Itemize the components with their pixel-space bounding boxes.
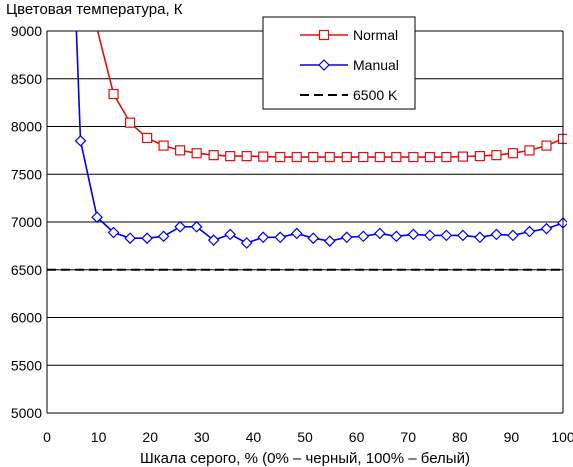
data-point bbox=[340, 231, 353, 244]
data-point bbox=[240, 237, 253, 249]
legend-label: Manual bbox=[353, 57, 399, 73]
data-point bbox=[158, 140, 169, 151]
data-point bbox=[324, 151, 335, 163]
data-point bbox=[440, 229, 453, 242]
legend-label: Normal bbox=[353, 27, 398, 43]
data-point bbox=[141, 232, 153, 245]
chart-title: Цветовая температура, К bbox=[6, 1, 183, 18]
x-tick-label: 10 bbox=[91, 429, 107, 445]
data-point bbox=[174, 220, 186, 233]
data-point bbox=[391, 151, 402, 163]
data-point bbox=[441, 151, 452, 163]
data-point bbox=[258, 151, 269, 162]
data-point bbox=[207, 234, 220, 246]
data-point bbox=[142, 132, 153, 144]
y-tick-label: 7000 bbox=[11, 214, 42, 230]
data-point bbox=[191, 148, 202, 159]
data-point bbox=[407, 228, 420, 241]
data-point bbox=[124, 232, 136, 245]
data-point bbox=[107, 226, 120, 239]
x-tick-label: 70 bbox=[400, 429, 416, 445]
data-point bbox=[358, 151, 369, 163]
data-point bbox=[490, 228, 503, 241]
y-tick-label: 7500 bbox=[11, 166, 42, 182]
data-point bbox=[318, 29, 330, 41]
data-point bbox=[241, 151, 252, 162]
series-group bbox=[47, 31, 567, 271]
data-point bbox=[124, 117, 136, 128]
data-point bbox=[208, 150, 219, 161]
data-point bbox=[408, 151, 419, 163]
data-point bbox=[323, 235, 336, 247]
legend-entry: Normal bbox=[300, 27, 398, 43]
series-1 bbox=[74, 31, 567, 249]
y-tick-label: 8000 bbox=[11, 119, 42, 135]
data-point bbox=[307, 232, 320, 245]
y-tick-label: 6000 bbox=[11, 310, 42, 326]
legend: Normal Manual 6500 K bbox=[262, 16, 416, 110]
legend-entry: 6500 K bbox=[300, 87, 398, 103]
data-point bbox=[190, 220, 203, 233]
data-point bbox=[274, 231, 287, 244]
data-point bbox=[357, 230, 370, 243]
data-point bbox=[523, 225, 536, 238]
data-point bbox=[341, 151, 352, 163]
y-tick-label: 5500 bbox=[11, 357, 42, 373]
data-point bbox=[457, 229, 469, 242]
y-tick-labels: 9000 8500 8000 7500 7000 6500 6000 5500 5000 bbox=[11, 23, 42, 421]
data-point bbox=[524, 145, 535, 156]
x-tick-label: 20 bbox=[142, 429, 158, 445]
data-point bbox=[373, 227, 386, 240]
data-point bbox=[175, 145, 186, 156]
x-tick-label: 90 bbox=[504, 429, 520, 445]
x-tick-label: 50 bbox=[297, 429, 313, 445]
data-point bbox=[74, 134, 87, 147]
x-tick-labels: 0 10 20 30 40 50 60 70 80 90 100 bbox=[43, 429, 573, 445]
data-point bbox=[491, 150, 502, 161]
series-0 bbox=[96, 31, 567, 163]
data-point bbox=[541, 140, 552, 151]
data-point bbox=[318, 59, 330, 71]
data-point bbox=[275, 151, 286, 163]
data-point bbox=[108, 88, 119, 100]
data-point bbox=[257, 231, 270, 244]
legend-label: 6500 K bbox=[353, 87, 398, 103]
data-point bbox=[308, 151, 319, 163]
data-point bbox=[457, 151, 468, 162]
legend-box bbox=[262, 16, 416, 110]
data-point bbox=[474, 231, 486, 244]
x-tick-label: 60 bbox=[349, 429, 365, 445]
data-point bbox=[540, 222, 553, 235]
x-tick-label: 100 bbox=[551, 429, 573, 445]
x-tick-label: 30 bbox=[194, 429, 210, 445]
x-tick-label: 0 bbox=[43, 429, 51, 445]
y-tick-label: 9000 bbox=[11, 23, 42, 39]
y-tick-label: 5000 bbox=[11, 405, 42, 421]
data-point bbox=[390, 230, 403, 243]
x-tick-label: 80 bbox=[452, 429, 468, 445]
y-tick-label: 8500 bbox=[11, 71, 42, 87]
data-point bbox=[157, 230, 170, 243]
data-point bbox=[374, 151, 385, 163]
data-point bbox=[424, 229, 436, 242]
data-point bbox=[507, 148, 519, 159]
data-point bbox=[474, 151, 486, 162]
data-point bbox=[290, 227, 303, 240]
data-point bbox=[91, 211, 103, 224]
x-axis-label: Шкала серого, % (0% – черный, 100% – бел… bbox=[140, 450, 470, 467]
data-point bbox=[424, 151, 435, 163]
data-point bbox=[224, 228, 237, 241]
y-tick-label: 6500 bbox=[11, 262, 42, 278]
legend-entry: Manual bbox=[300, 57, 399, 73]
data-point bbox=[507, 229, 519, 242]
data-point bbox=[225, 151, 236, 162]
data-point bbox=[291, 151, 302, 163]
x-tick-label: 40 bbox=[246, 429, 262, 445]
